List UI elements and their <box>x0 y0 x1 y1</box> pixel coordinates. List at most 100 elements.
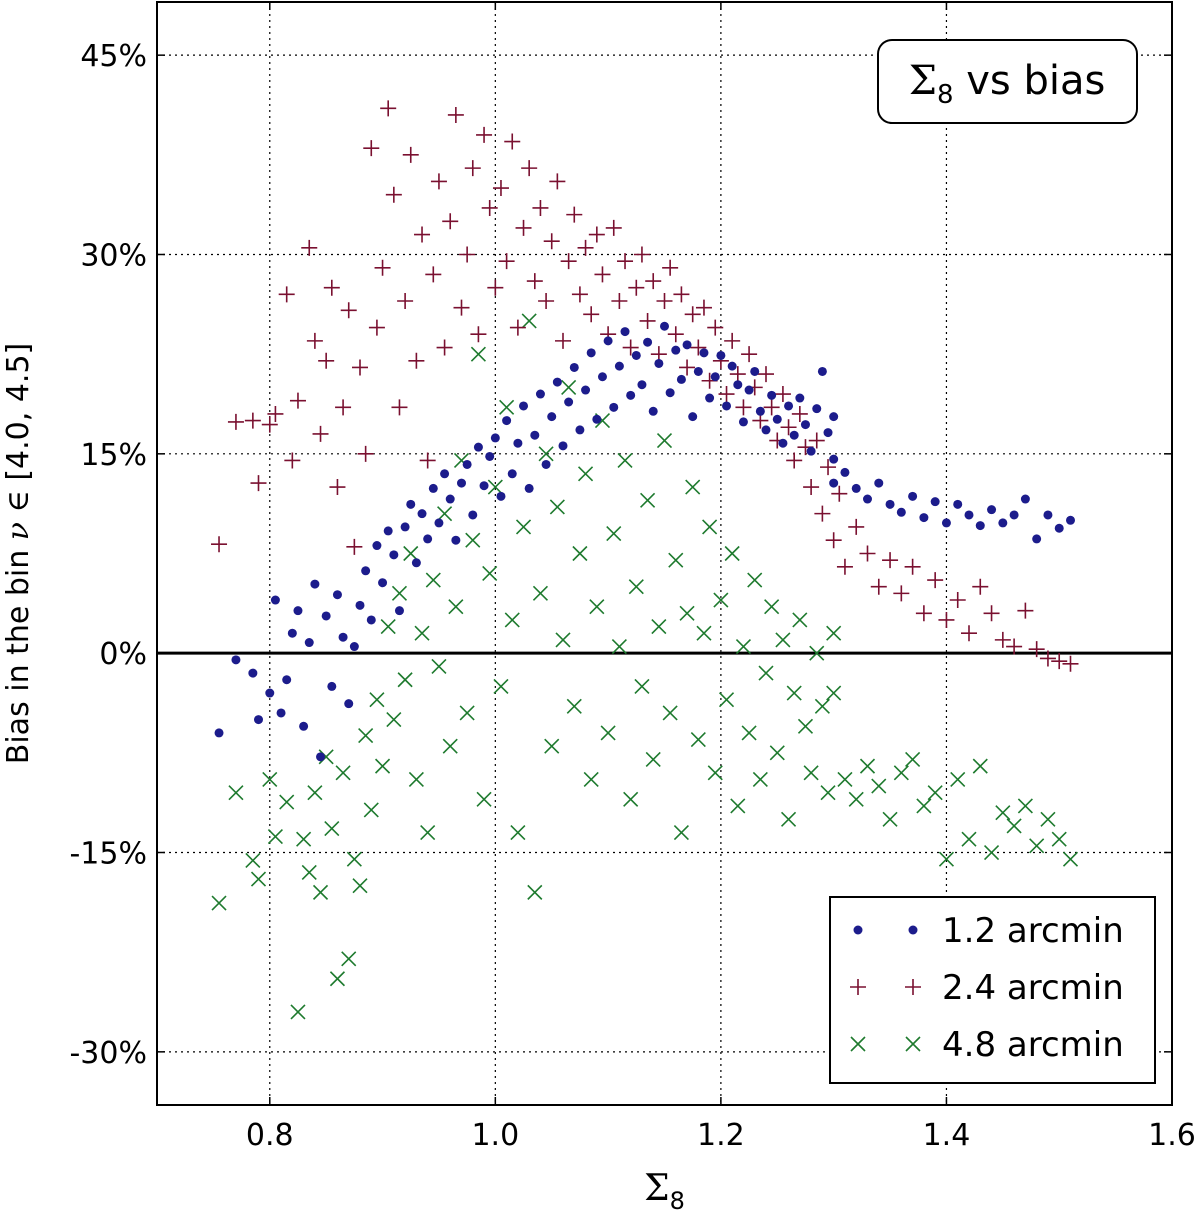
data-point-dot <box>885 499 895 509</box>
data-point-plus <box>679 359 696 376</box>
data-point-x <box>555 632 571 648</box>
data-point-x <box>493 678 509 694</box>
data-point-plus <box>227 413 244 430</box>
data-point-x <box>961 831 977 847</box>
data-point-x <box>628 579 644 595</box>
data-point-plus <box>870 578 887 595</box>
data-point-plus <box>357 445 374 462</box>
data-point-plus <box>549 173 566 190</box>
data-point-dot <box>547 412 557 422</box>
data-point-dot <box>564 397 574 407</box>
data-point-x <box>826 625 842 641</box>
data-point-dot <box>654 358 664 368</box>
data-point-plus <box>718 386 735 403</box>
data-point-dot <box>987 505 997 515</box>
data-point-dot <box>643 337 653 347</box>
data-point-dot <box>530 430 540 440</box>
data-point-dot <box>1009 510 1019 520</box>
data-point-plus <box>707 319 724 336</box>
data-point-x <box>403 545 419 562</box>
data-point-dot <box>468 510 478 520</box>
data-point-plus <box>526 273 543 290</box>
data-point-plus <box>425 266 442 283</box>
data-point-x <box>679 605 695 621</box>
data-point-dot <box>293 606 303 616</box>
data-point-dot <box>800 420 810 430</box>
data-point-dot <box>716 350 726 360</box>
data-point-dot <box>519 401 529 411</box>
data-point-dot <box>614 361 624 371</box>
data-point-plus <box>430 173 447 190</box>
data-point-plus <box>453 299 470 316</box>
data-point-plus <box>368 319 385 336</box>
data-point-dot <box>755 406 765 416</box>
data-point-plus <box>791 405 808 422</box>
data-point-x <box>532 585 549 601</box>
legend-marker-x <box>850 1036 866 1052</box>
data-point-dot <box>327 681 337 691</box>
data-point-plus <box>662 259 679 276</box>
data-point-dot <box>316 752 326 762</box>
data-point-plus <box>1051 653 1068 670</box>
data-point-plus <box>741 346 758 363</box>
series-layer <box>211 100 1079 1020</box>
data-point-plus <box>408 352 425 369</box>
data-point-dot <box>817 366 827 376</box>
data-point-x <box>797 718 814 734</box>
data-point-x <box>437 506 453 522</box>
y-tick-label: 0% <box>99 637 147 672</box>
data-point-x <box>583 771 599 787</box>
data-point-x <box>380 619 396 635</box>
data-point-plus <box>656 293 673 310</box>
data-point-dot <box>778 438 788 448</box>
data-point-dot <box>552 377 562 387</box>
data-point-plus <box>588 226 605 243</box>
data-point-x <box>521 313 537 329</box>
data-point-dot <box>688 412 698 422</box>
data-point-x <box>1040 811 1056 827</box>
data-point-plus <box>605 219 622 236</box>
data-point-plus <box>1017 602 1034 619</box>
data-point-plus <box>803 479 820 496</box>
data-point-dot <box>586 348 596 358</box>
data-point-plus <box>617 253 634 270</box>
series-plus <box>211 100 1079 672</box>
data-point-plus <box>532 199 549 216</box>
data-point-x <box>397 672 413 688</box>
data-point-plus <box>538 293 555 310</box>
data-point-dot <box>1032 534 1042 544</box>
data-point-dot <box>964 510 974 520</box>
data-point-dot <box>473 442 483 452</box>
data-point-plus <box>284 452 301 469</box>
data-point-dot <box>908 491 918 501</box>
data-point-plus <box>363 140 380 157</box>
data-point-dot <box>270 595 280 605</box>
data-point-dot <box>535 389 545 399</box>
data-point-x <box>544 738 560 754</box>
data-point-dot <box>524 483 534 493</box>
data-point-x <box>983 844 1000 861</box>
y-axis-ticks: 45% 30% 15% 0% -15% -30% <box>69 39 1172 1071</box>
data-point-x <box>470 346 486 362</box>
data-point-plus <box>436 339 453 356</box>
data-point-plus <box>673 286 690 303</box>
data-point-plus <box>515 219 532 236</box>
data-point-x <box>346 851 362 867</box>
data-point-dot <box>722 401 732 411</box>
data-point-x <box>341 951 357 967</box>
data-point-x <box>301 864 317 881</box>
data-point-dot <box>665 388 675 398</box>
data-point-x <box>792 612 808 628</box>
data-point-x <box>702 519 718 535</box>
data-point-plus <box>402 146 419 163</box>
data-point-dot <box>829 478 839 488</box>
legend-label: 2.4 arcmin <box>942 968 1124 1008</box>
data-point-plus <box>555 332 571 349</box>
data-point-plus <box>571 286 588 303</box>
data-point-plus <box>684 306 701 323</box>
data-point-dot <box>941 518 951 528</box>
data-point-dot <box>428 483 438 493</box>
data-point-dot <box>705 393 715 403</box>
data-point-plus <box>622 339 639 356</box>
x-tick-label: 1.4 <box>923 1118 971 1153</box>
